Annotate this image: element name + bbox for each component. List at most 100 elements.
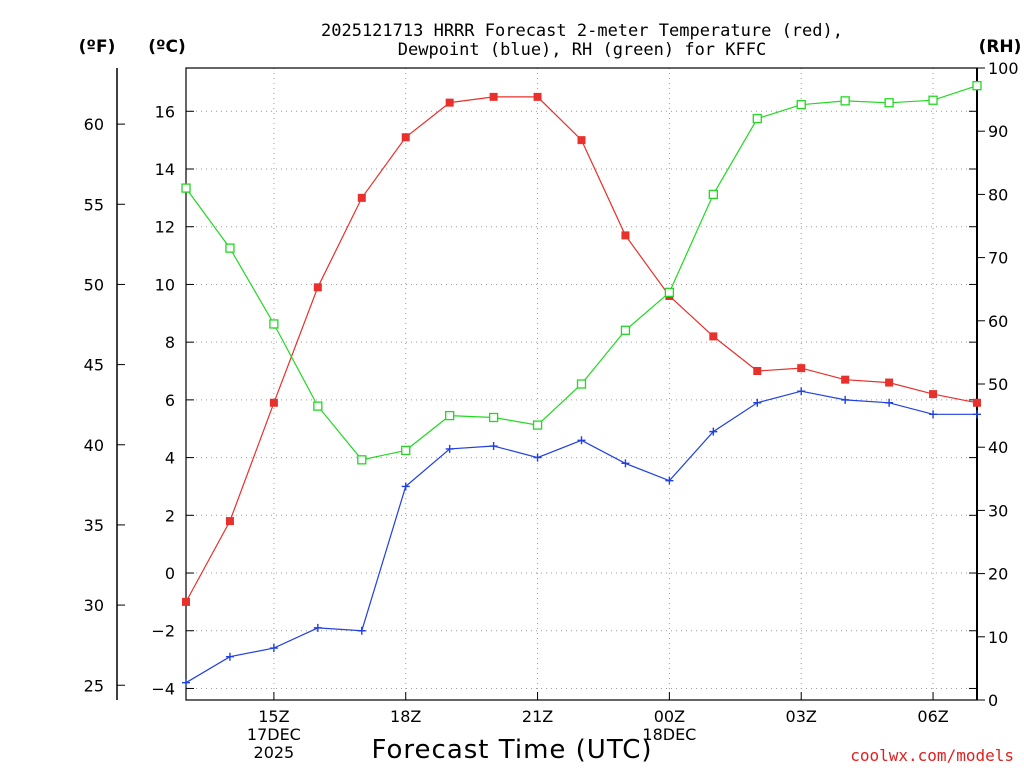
temperature-point xyxy=(401,133,410,142)
x-tick-label: 21Z xyxy=(522,707,553,726)
fahrenheit-tick-label: 45 xyxy=(84,356,104,375)
dewpoint-point xyxy=(665,476,674,485)
x-tick-label: 00Z xyxy=(654,707,685,726)
temperature-point xyxy=(929,390,938,399)
rh-tick-label: 20 xyxy=(988,565,1008,584)
x-tick-label: 03Z xyxy=(786,707,817,726)
rh-point xyxy=(313,401,323,411)
x-tick-label: 15Z xyxy=(258,707,289,726)
rh-axis-unit: (RH) xyxy=(979,37,1022,57)
rh-tick-label: 80 xyxy=(988,185,1008,204)
celsius-tick-label: 10 xyxy=(155,275,175,294)
temperature-point xyxy=(709,332,718,341)
celsius-tick-label: 12 xyxy=(155,218,175,237)
celsius-tick-label: −2 xyxy=(151,622,175,641)
fahrenheit-tick-label: 25 xyxy=(84,676,104,695)
fahrenheit-axis-unit: (ºF) xyxy=(79,37,116,57)
dewpoint-series-line xyxy=(185,390,977,684)
rh-tick-label: 60 xyxy=(988,312,1008,331)
rh-point xyxy=(708,189,718,200)
rh-point xyxy=(269,319,279,329)
temperature-point xyxy=(797,364,806,373)
x-tick-label: 17DEC xyxy=(247,725,301,744)
celsius-tick-label: 14 xyxy=(155,160,175,179)
x-tick-label: 18DEC xyxy=(642,725,696,744)
dewpoint-point xyxy=(401,482,410,491)
rh-point xyxy=(796,100,806,110)
rh-point xyxy=(928,95,938,105)
rh-point xyxy=(181,183,191,193)
celsius-tick-label: 8 xyxy=(165,333,175,352)
axis-ticks: −4 −2 0 2 4 6 8 10 12 14 16 25 30 35 40 45 50 55 60 0 10 20 30… xyxy=(84,59,1019,762)
celsius-tick-label: 2 xyxy=(165,506,175,525)
rh-point xyxy=(225,243,235,253)
temperature-point xyxy=(577,136,586,145)
rh-tick-label: 10 xyxy=(988,628,1008,647)
rh-point xyxy=(401,445,411,456)
rh-tick-label: 50 xyxy=(988,375,1008,394)
rh-point xyxy=(488,412,499,423)
rh-point xyxy=(576,379,587,389)
dewpoint-point xyxy=(709,427,718,436)
fahrenheit-tick-label: 40 xyxy=(84,436,104,455)
temperature-point xyxy=(489,92,498,101)
celsius-tick-label: 16 xyxy=(155,102,175,121)
rh-point xyxy=(752,113,762,124)
rh-point xyxy=(664,287,675,298)
temperature-point xyxy=(225,517,234,526)
temperature-point xyxy=(841,375,850,384)
dewpoint-point xyxy=(269,644,278,653)
dewpoint-point xyxy=(357,626,366,635)
rh-point xyxy=(532,420,543,430)
celsius-tick-label: 4 xyxy=(165,449,175,468)
x-tick-label: 06Z xyxy=(917,707,948,726)
fahrenheit-tick-label: 30 xyxy=(84,596,104,615)
temperature-point xyxy=(445,98,454,107)
rh-tick-label: 0 xyxy=(988,691,998,710)
dewpoint-point xyxy=(885,398,894,407)
gridlines xyxy=(186,68,977,700)
rh-tick-label: 90 xyxy=(988,122,1008,141)
temperature-point xyxy=(753,367,762,376)
rh-point xyxy=(972,81,982,91)
fahrenheit-tick-label: 55 xyxy=(84,195,104,214)
dewpoint-point xyxy=(753,398,762,407)
series-layer xyxy=(181,81,982,687)
chart-title-line-2: Dewpoint (blue), RH (green) for KFFC xyxy=(398,40,766,60)
rh-point xyxy=(620,325,631,335)
credit-text: coolwx.com/models xyxy=(850,746,1014,765)
dewpoint-point xyxy=(313,623,322,632)
x-axis-label: Forecast Time (UTC) xyxy=(371,735,652,765)
rh-tick-label: 100 xyxy=(988,59,1019,78)
dewpoint-point xyxy=(841,395,850,404)
dewpoint-point xyxy=(973,410,981,419)
rh-tick-label: 70 xyxy=(988,249,1008,268)
dewpoint-point xyxy=(489,442,498,451)
temperature-point xyxy=(885,378,894,387)
temperature-point xyxy=(621,231,630,240)
temperature-point xyxy=(357,193,366,202)
celsius-axis-unit: (ºC) xyxy=(148,37,186,57)
x-tick-label: 2025 xyxy=(254,743,295,762)
dewpoint-point xyxy=(621,459,630,468)
dewpoint-point xyxy=(225,652,234,661)
rh-point xyxy=(884,98,894,108)
dewpoint-point xyxy=(445,444,454,453)
fahrenheit-tick-label: 50 xyxy=(84,275,104,294)
dewpoint-point xyxy=(182,678,190,687)
celsius-tick-label: 0 xyxy=(165,564,175,583)
dewpoint-point xyxy=(533,453,542,462)
temperature-point xyxy=(182,597,190,606)
rh-tick-label: 30 xyxy=(988,501,1008,520)
temperature-point xyxy=(533,92,542,101)
rh-point xyxy=(357,455,367,465)
x-tick-label: 18Z xyxy=(390,707,421,726)
fahrenheit-tick-label: 60 xyxy=(84,115,104,134)
dewpoint-point xyxy=(929,410,938,419)
temperature-series-line xyxy=(185,96,978,603)
dewpoint-point xyxy=(797,387,806,396)
rh-point xyxy=(445,410,455,421)
celsius-tick-label: −4 xyxy=(151,679,175,698)
rh-point xyxy=(840,96,850,106)
